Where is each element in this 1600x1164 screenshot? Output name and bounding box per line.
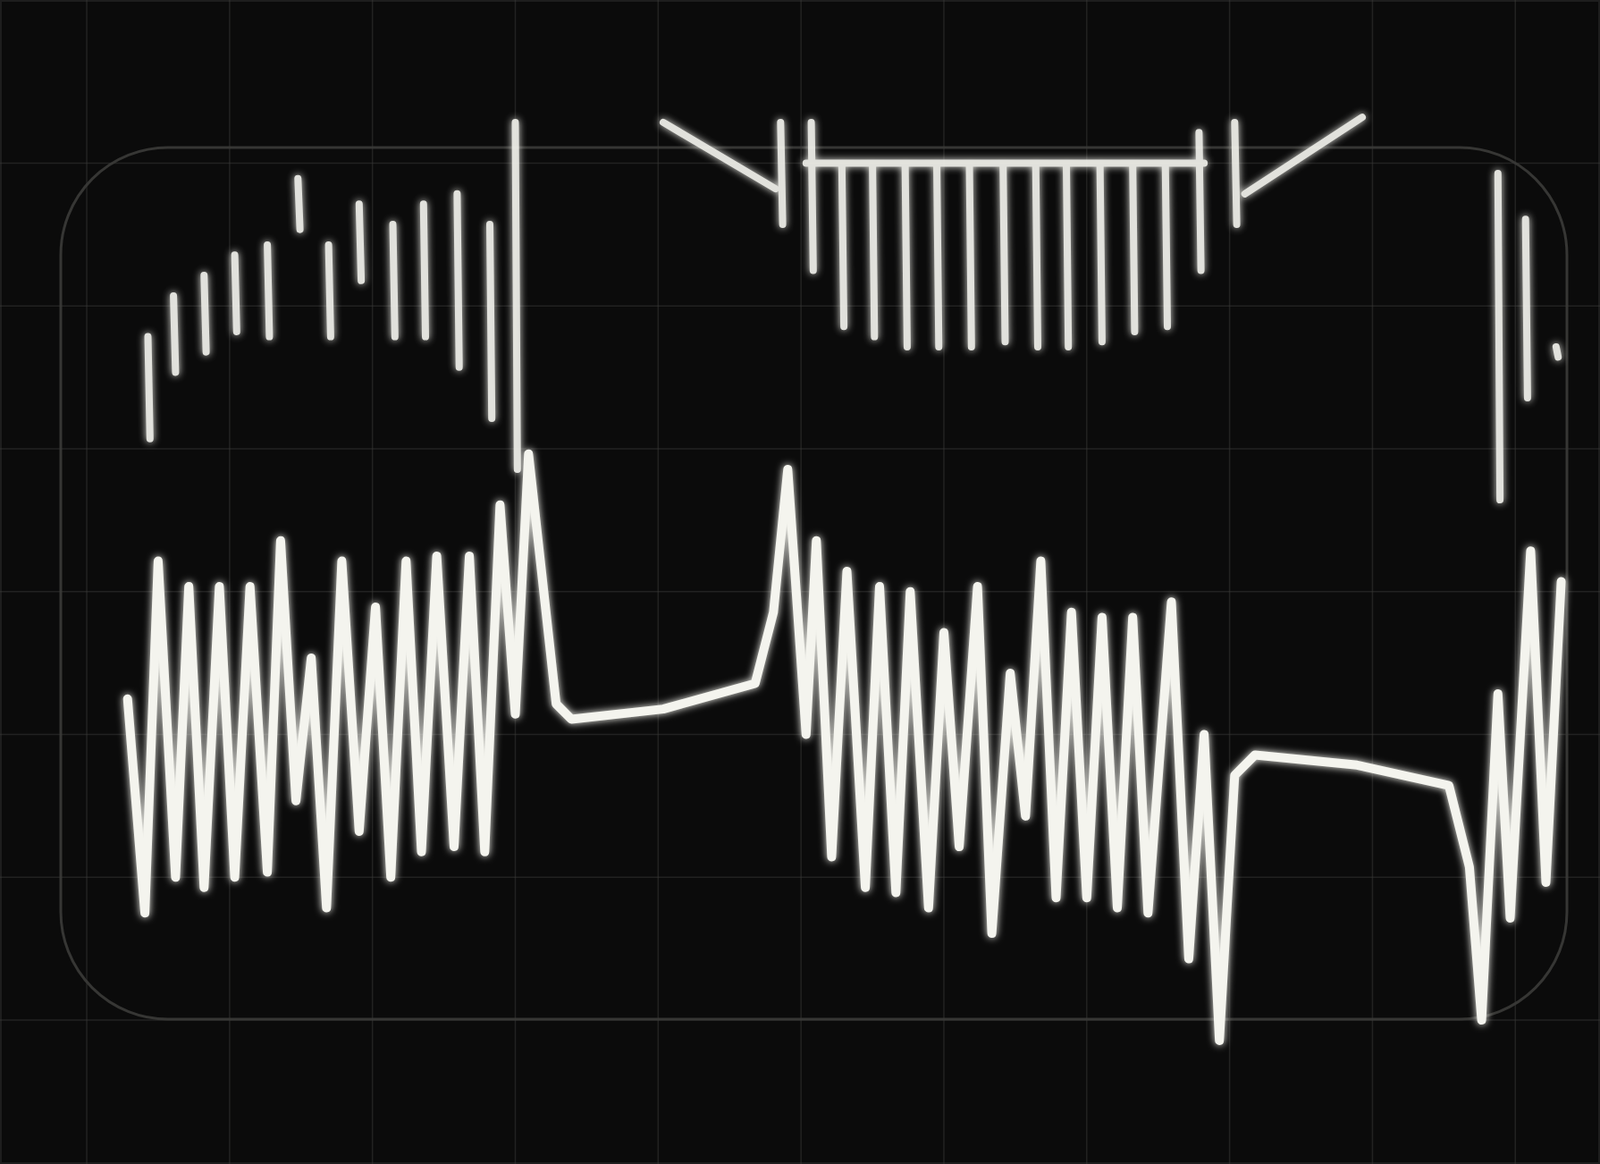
grid-line xyxy=(0,162,1600,165)
traces xyxy=(127,117,1562,1041)
grid-line xyxy=(85,0,88,1164)
grid-line xyxy=(657,0,660,1164)
lower-trace xyxy=(127,454,1562,1041)
graticule xyxy=(0,0,1600,1164)
grid-line xyxy=(0,305,1600,308)
grid-line xyxy=(1372,0,1374,1164)
grid-line xyxy=(0,876,1600,879)
grid-line xyxy=(0,447,1600,450)
grid-line xyxy=(1514,0,1516,1164)
grid-line xyxy=(228,0,231,1164)
grid-line xyxy=(371,0,374,1164)
grid-line xyxy=(943,0,945,1164)
grid-line xyxy=(1086,0,1088,1164)
grid-line xyxy=(1229,0,1231,1164)
background xyxy=(0,0,1600,1164)
upper-trace xyxy=(148,117,1559,500)
oscilloscope-screen xyxy=(0,0,1600,1164)
grid-line xyxy=(0,1018,1600,1021)
grid-line xyxy=(800,0,802,1164)
plot-frame xyxy=(0,0,1600,1163)
